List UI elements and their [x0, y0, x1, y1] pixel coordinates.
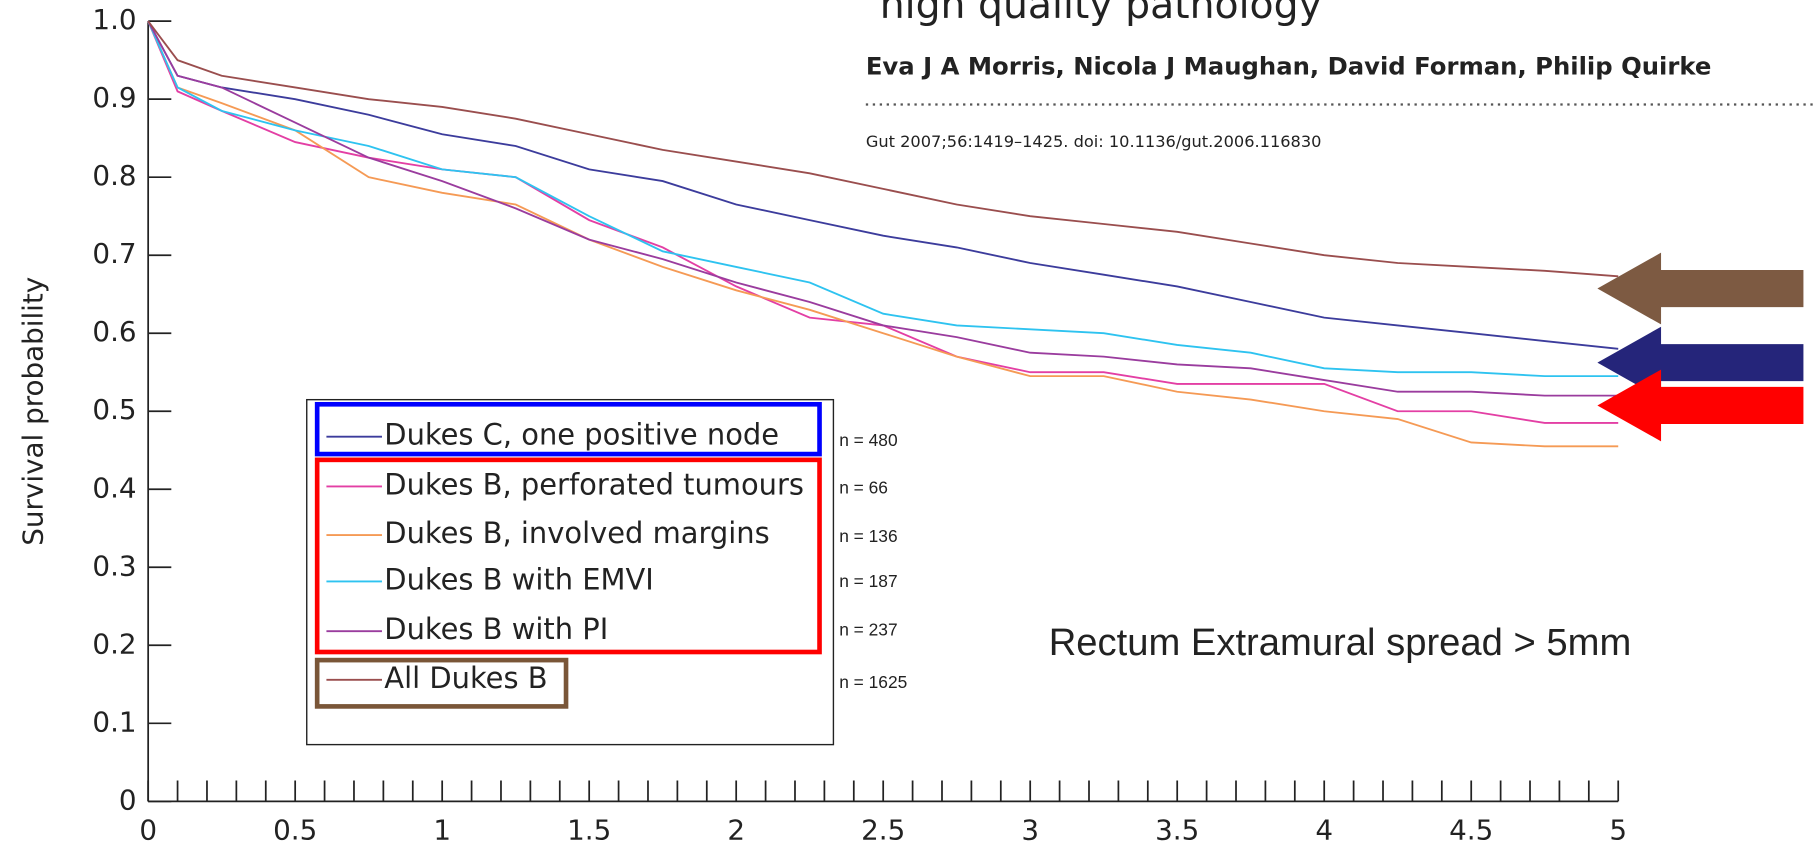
annotation: Rectum Extramural spread > 5mm	[1049, 621, 1632, 664]
x-tick-label: 4.5	[1449, 813, 1493, 841]
y-tick-label: 1.0	[92, 3, 136, 36]
x-tick-label: 1.5	[567, 813, 611, 841]
citation: Gut 2007;56:1419–1425. doi: 10.1136/gut.…	[866, 132, 1322, 151]
legend-label: Dukes B, perforated tumours	[384, 467, 804, 501]
y-tick-label: 0.7	[92, 237, 136, 270]
y-tick-label: 0.6	[92, 315, 136, 348]
y-tick-label: 0.2	[92, 627, 136, 660]
legend-count: n = 1625	[839, 672, 907, 692]
x-tick-label: 4	[1315, 813, 1333, 841]
legend-box	[306, 398, 835, 746]
y-axis-label: Survival probability	[17, 277, 50, 546]
legend-label: Dukes B with PI	[384, 612, 608, 646]
x-tick-label: 2	[727, 813, 745, 841]
survival-curve	[147, 20, 1619, 424]
survival-curve	[147, 20, 1619, 397]
legend-count: n = 187	[839, 571, 897, 591]
survival-curve	[147, 20, 1619, 350]
legend-count: n = 480	[839, 430, 897, 450]
survival-curve	[147, 20, 1619, 278]
paper-title: high quality pathology	[880, 0, 1322, 28]
legend-label: Dukes B, involved margins	[384, 516, 769, 550]
survival-curve	[147, 20, 1619, 448]
survival-curve	[147, 20, 1619, 378]
x-tick-label: 5	[1609, 813, 1627, 841]
y-tick-label: 0.4	[92, 471, 136, 504]
y-tick-label: 0.3	[92, 549, 136, 582]
legend-label: Dukes B with EMVI	[384, 562, 654, 596]
legend-count: n = 237	[839, 620, 897, 640]
x-tick-label: 1	[433, 813, 451, 841]
x-tick-label: 3.5	[1155, 813, 1199, 841]
highlight-frame	[314, 457, 822, 655]
y-tick-label: 0.1	[92, 705, 136, 738]
x-tick-label: 3	[1021, 813, 1039, 841]
highlight-frame	[314, 401, 822, 457]
y-tick-label: 0.9	[92, 81, 136, 114]
arrow	[1597, 369, 1804, 442]
legend-count: n = 136	[839, 526, 897, 546]
y-tick-label: 0.8	[92, 159, 136, 192]
x-tick-label: 2.5	[861, 813, 905, 841]
highlight-frame	[314, 657, 569, 709]
y-tick-label: 0	[119, 783, 137, 816]
x-tick-label: 0	[139, 813, 157, 841]
y-tick-label: 0.5	[92, 393, 136, 426]
arrow	[1597, 252, 1804, 325]
legend-label: All Dukes B	[384, 661, 547, 695]
authors: Eva J A Morris, Nicola J Maughan, David …	[866, 51, 1712, 80]
x-tick-label: 0.5	[273, 813, 317, 841]
legend-label: Dukes C, one positive node	[384, 418, 779, 452]
legend-count: n = 66	[839, 477, 888, 497]
